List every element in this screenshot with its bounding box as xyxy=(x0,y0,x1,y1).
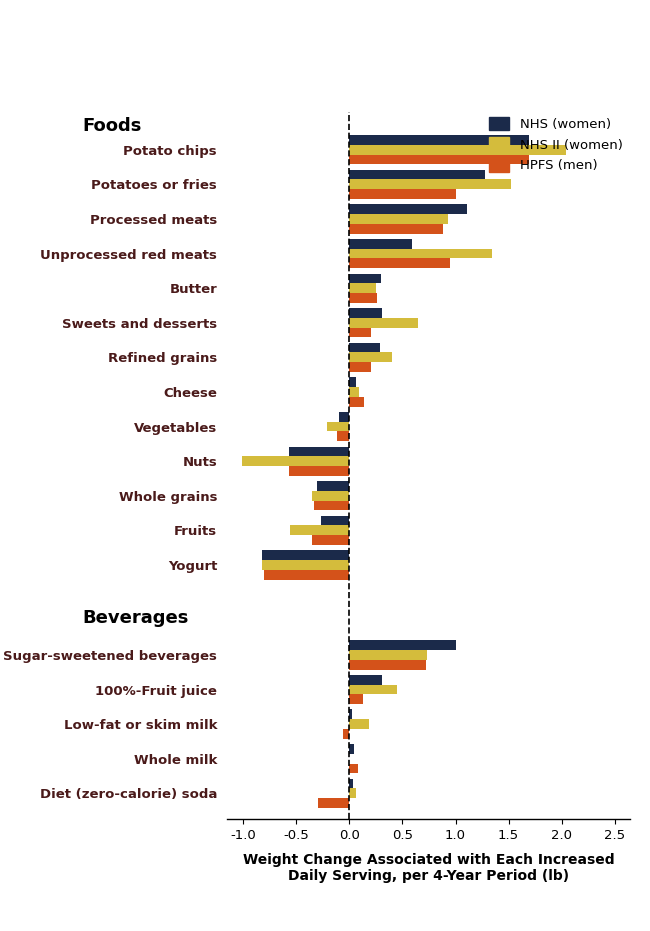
Bar xyxy=(289,447,350,456)
Bar xyxy=(313,535,350,545)
Bar xyxy=(350,362,370,372)
Bar xyxy=(263,550,350,560)
Bar xyxy=(321,516,350,525)
Bar xyxy=(350,684,397,695)
Bar xyxy=(350,789,356,798)
Legend: NHS (women), NHS II (women), HPFS (men): NHS (women), NHS II (women), HPFS (men) xyxy=(484,111,628,178)
Bar xyxy=(350,660,426,669)
Bar xyxy=(339,412,350,422)
Bar xyxy=(343,729,350,739)
Bar xyxy=(337,431,350,441)
Bar xyxy=(350,650,427,660)
Bar xyxy=(350,709,352,720)
Bar xyxy=(350,744,354,754)
Bar xyxy=(350,720,369,729)
Bar xyxy=(350,343,380,353)
Bar xyxy=(350,239,412,249)
Bar xyxy=(350,259,450,268)
Text: Foods: Foods xyxy=(83,116,142,135)
Bar xyxy=(350,145,566,155)
Bar xyxy=(350,397,364,407)
Bar xyxy=(289,466,350,476)
Bar xyxy=(350,204,467,214)
Bar xyxy=(350,695,363,704)
Bar xyxy=(350,641,456,650)
Bar xyxy=(350,155,528,165)
Bar xyxy=(350,387,359,397)
Bar xyxy=(350,353,392,362)
Bar xyxy=(350,189,456,199)
Bar xyxy=(350,180,511,189)
Bar xyxy=(350,328,370,337)
Bar xyxy=(350,214,448,223)
Bar xyxy=(350,274,382,283)
Bar xyxy=(350,249,491,259)
X-axis label: Weight Change Associated with Each Increased
Daily Serving, per 4-Year Period (l: Weight Change Associated with Each Incre… xyxy=(243,853,615,884)
Bar xyxy=(263,570,350,580)
Bar xyxy=(350,283,376,293)
Bar xyxy=(350,293,377,303)
Bar xyxy=(350,675,382,684)
Bar xyxy=(350,763,358,774)
Bar xyxy=(317,481,350,491)
Bar xyxy=(313,491,350,501)
Bar xyxy=(290,525,350,535)
Bar xyxy=(350,317,419,328)
Bar xyxy=(315,501,350,510)
Bar xyxy=(327,422,350,431)
Bar xyxy=(350,169,485,180)
Bar xyxy=(242,456,350,466)
Text: Beverages: Beverages xyxy=(83,609,188,627)
Bar xyxy=(350,223,443,234)
Bar xyxy=(350,135,528,145)
Bar xyxy=(350,778,353,789)
Bar xyxy=(350,308,382,317)
Bar xyxy=(350,377,356,387)
Bar xyxy=(263,560,350,570)
Bar xyxy=(318,798,350,808)
